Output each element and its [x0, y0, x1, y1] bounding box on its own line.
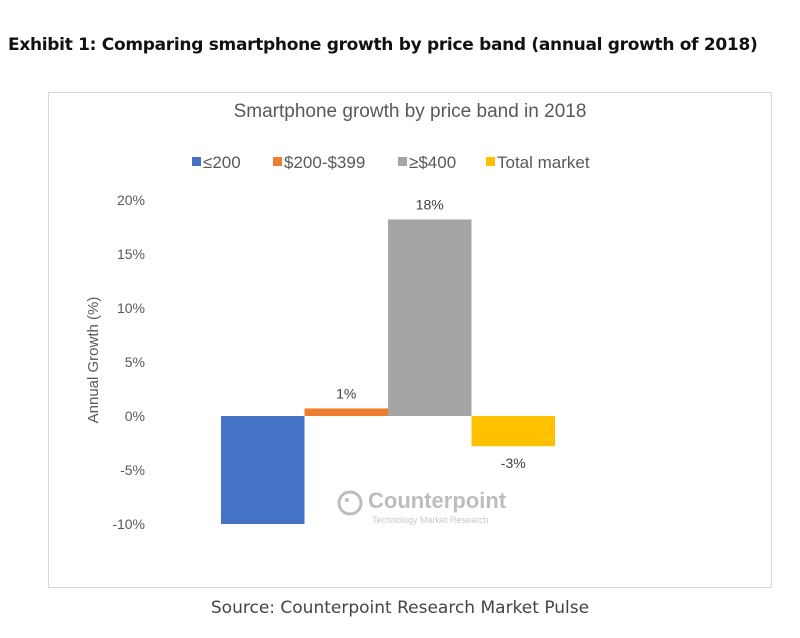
legend: ≤200 $200-$399 ≥$400 Total market [192, 153, 590, 172]
legend-label: $200-$399 [284, 153, 365, 172]
y-tick-label: 10% [117, 300, 145, 316]
bar-1 [304, 408, 388, 416]
legend-label: ≥$400 [409, 153, 456, 172]
y-axis: 20% 15% 10% 5% 0% -5% -10% [112, 192, 145, 532]
y-tick-label: -5% [120, 462, 145, 478]
data-label-2: 18% [416, 196, 444, 212]
counterpoint-logo-icon [337, 490, 363, 516]
legend-item-0: ≤200 [192, 153, 241, 172]
legend-swatch [192, 157, 201, 166]
y-tick-label: 5% [125, 354, 145, 370]
exhibit-title: Exhibit 1: Comparing smartphone growth b… [8, 35, 758, 55]
counterpoint-watermark: Counterpoint Technology Market Research [337, 488, 507, 525]
watermark-brand: Counterpoint [368, 488, 507, 513]
legend-item-3: Total market [486, 153, 590, 172]
bar-2 [388, 219, 472, 416]
legend-item-2: ≥$400 [398, 153, 456, 172]
legend-label: ≤200 [203, 153, 241, 172]
legend-item-1: $200-$399 [273, 153, 365, 172]
bar-3 [471, 416, 555, 447]
legend-swatch [486, 157, 495, 166]
y-axis-label: Annual Growth (%) [85, 297, 102, 424]
legend-label: Total market [497, 153, 590, 172]
chart-frame [48, 92, 772, 588]
y-tick-label: 15% [117, 246, 145, 262]
y-tick-label: 0% [125, 408, 145, 424]
legend-swatch [398, 157, 407, 166]
bars: 1% 18% -3% [221, 196, 555, 524]
data-label-3: -3% [501, 455, 526, 471]
data-label-1: 1% [336, 385, 356, 401]
chart-title: Smartphone growth by price band in 2018 [234, 101, 587, 122]
source-note: Source: Counterpoint Research Market Pul… [210, 598, 590, 618]
y-tick-label: 20% [117, 192, 145, 208]
y-tick-label: -10% [112, 516, 145, 532]
watermark-tagline: Technology Market Research [372, 515, 489, 525]
bar-0 [221, 416, 305, 524]
legend-swatch [273, 157, 282, 166]
